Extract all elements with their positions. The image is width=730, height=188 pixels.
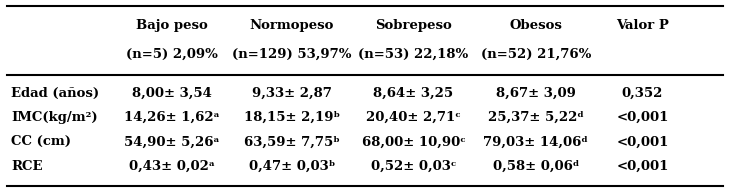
- Text: Valor P: Valor P: [616, 19, 669, 32]
- Text: (n=129) 53,97%: (n=129) 53,97%: [232, 48, 352, 61]
- Text: 0,52± 0,03ᶜ: 0,52± 0,03ᶜ: [371, 160, 456, 173]
- Text: IMC(kg/m²): IMC(kg/m²): [11, 111, 98, 124]
- Text: 8,67± 3,09: 8,67± 3,09: [496, 86, 576, 100]
- Text: 79,03± 14,06ᵈ: 79,03± 14,06ᵈ: [483, 135, 588, 149]
- Text: 20,40± 2,71ᶜ: 20,40± 2,71ᶜ: [366, 111, 461, 124]
- Text: <0,001: <0,001: [616, 135, 669, 149]
- Text: Sobrepeso: Sobrepeso: [375, 19, 452, 32]
- Text: 8,00± 3,54: 8,00± 3,54: [131, 86, 212, 100]
- Text: Edad (años): Edad (años): [11, 86, 99, 100]
- Text: 63,59± 7,75ᵇ: 63,59± 7,75ᵇ: [244, 135, 340, 149]
- Text: (n=53) 22,18%: (n=53) 22,18%: [358, 48, 469, 61]
- Text: 0,47± 0,03ᵇ: 0,47± 0,03ᵇ: [249, 160, 335, 173]
- Text: CC (cm): CC (cm): [11, 135, 71, 149]
- Text: 14,26± 1,62ᵃ: 14,26± 1,62ᵃ: [123, 111, 220, 124]
- Text: 0,352: 0,352: [622, 86, 663, 100]
- Text: Bajo peso: Bajo peso: [136, 19, 207, 32]
- Text: 25,37± 5,22ᵈ: 25,37± 5,22ᵈ: [488, 111, 584, 124]
- Text: 9,33± 2,87: 9,33± 2,87: [252, 86, 332, 100]
- Text: 18,15± 2,19ᵇ: 18,15± 2,19ᵇ: [244, 111, 340, 124]
- Text: (n=52) 21,76%: (n=52) 21,76%: [480, 48, 591, 61]
- Text: <0,001: <0,001: [616, 111, 669, 124]
- Text: Obesos: Obesos: [510, 19, 562, 32]
- Text: Normopeso: Normopeso: [250, 19, 334, 32]
- Text: (n=5) 2,09%: (n=5) 2,09%: [126, 48, 218, 61]
- Text: 0,58± 0,06ᵈ: 0,58± 0,06ᵈ: [493, 160, 579, 173]
- Text: 54,90± 5,26ᵃ: 54,90± 5,26ᵃ: [124, 135, 219, 149]
- Text: 8,64± 3,25: 8,64± 3,25: [374, 86, 453, 100]
- Text: <0,001: <0,001: [616, 160, 669, 173]
- Text: RCE: RCE: [11, 160, 42, 173]
- Text: 0,43± 0,02ᵃ: 0,43± 0,02ᵃ: [128, 160, 215, 173]
- Text: 68,00± 10,90ᶜ: 68,00± 10,90ᶜ: [361, 135, 466, 149]
